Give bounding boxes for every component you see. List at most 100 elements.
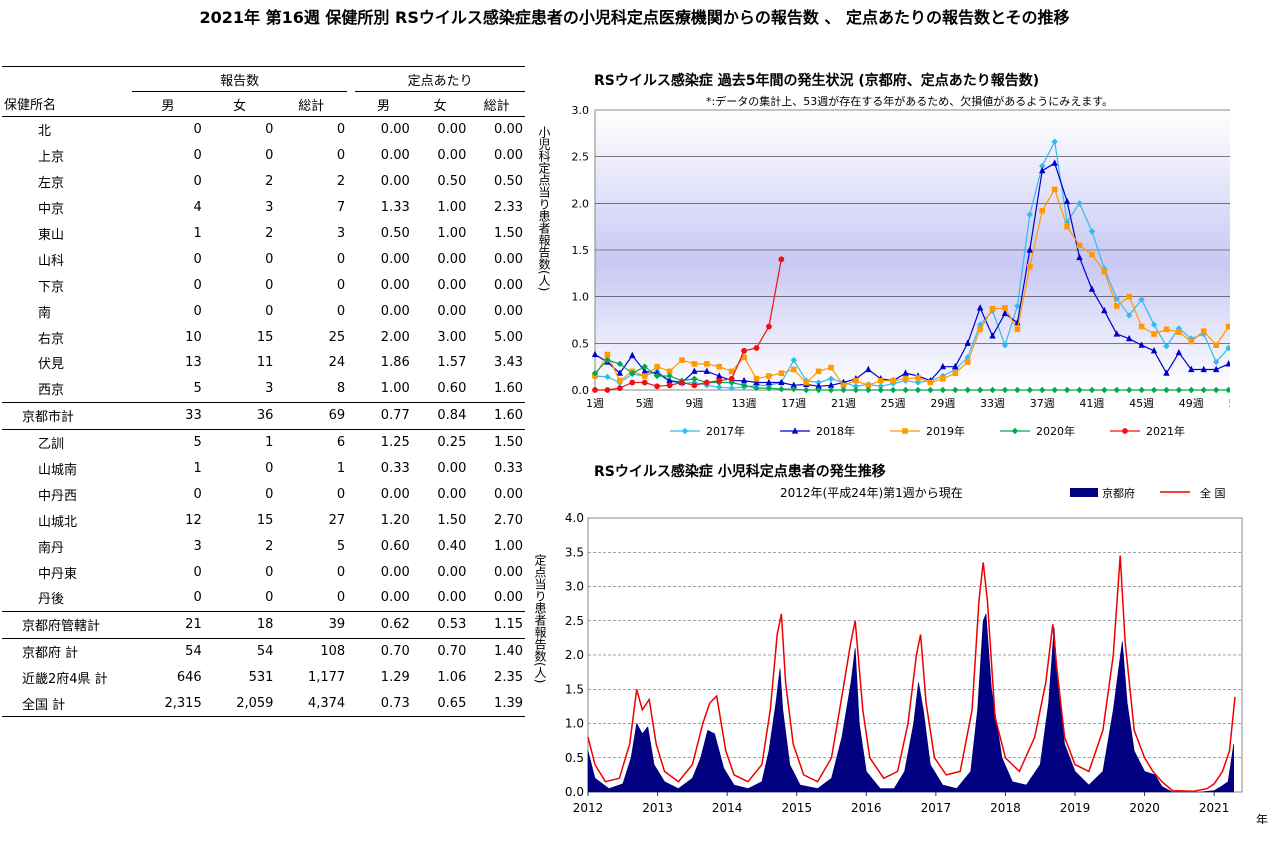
table-row: 山城北 12 15 27 1.20 1.50 2.70 — [2, 507, 525, 533]
row-male: 33 — [132, 401, 204, 430]
chart2-legend-label-kyoto: 京都府 — [1102, 486, 1135, 500]
chart1-point — [617, 377, 623, 384]
table-row: 南 0 0 0 0.00 0.00 0.00 — [2, 298, 525, 324]
chart2-xtick: 2014 — [712, 801, 743, 815]
row-per-total: 1.50 — [494, 226, 523, 241]
row-name: 山科 — [38, 253, 65, 269]
chart1-legend-label: 2019年 — [926, 424, 965, 438]
chart1-point — [902, 428, 908, 434]
chart1-xtick: 13週 — [732, 397, 757, 410]
chart1-point — [1088, 285, 1096, 292]
chart1-point — [1076, 200, 1083, 207]
row-per-male: 1.20 — [380, 512, 410, 528]
row-per-female: 1.50 — [437, 512, 467, 528]
chart1-point — [1212, 365, 1220, 373]
row-per-male: 0.00 — [380, 122, 410, 138]
chart1-point — [877, 377, 884, 384]
chart1-point — [778, 370, 785, 376]
chart1-legend-label: 2021年 — [1146, 424, 1185, 438]
chart1-xtick: 17週 — [781, 397, 806, 410]
row-name: 山城南 — [38, 463, 78, 479]
weekly-line-chart: 0.0 0.5 1.0 1.5 2.0 2.5 3.0 1週 5週 9週 13週 17週 21週 25週 2… — [537, 104, 1230, 438]
row-male: 646 — [176, 670, 202, 686]
chart1-point — [902, 369, 909, 376]
table-row: 山科 0 0 0 0.00 0.00 0.00 — [2, 246, 525, 272]
chart1-point — [828, 364, 834, 371]
row-per-female: 0.00 — [437, 122, 467, 138]
row-total: 0 — [336, 303, 346, 319]
chart1-point — [1014, 386, 1021, 394]
row-per-female: 0.00 — [437, 590, 467, 606]
row-per-total: 0.00 — [494, 122, 523, 138]
chart1-point — [778, 256, 785, 263]
row-per-male: 0.73 — [355, 690, 412, 718]
chart1-point — [1101, 268, 1108, 275]
chart1-legend-label: 2018年 — [816, 424, 855, 438]
chart1-ylabel: 小児科定点当り患者報告数(人) — [537, 126, 551, 292]
chart1-xtick: 21週 — [831, 397, 856, 410]
chart1-point — [716, 363, 723, 370]
row-female: 0 — [265, 461, 274, 477]
table-row: 右京 10 15 25 2.00 3.00 5.00 — [2, 324, 525, 350]
report-table: 報告数 定点あたり 保健所名 男 女 総計 男 女 総計 北 0 0 0 0.00 0.0… — [2, 66, 525, 718]
chart1-point — [1026, 246, 1034, 253]
chart1-xtick: 33週 — [980, 397, 1005, 410]
table-row: 東山 1 2 3 0.50 1.00 1.50 — [2, 221, 525, 247]
chart1-point — [629, 351, 636, 359]
chart1-point — [1126, 293, 1132, 300]
chart2-xtick: 2019 — [1060, 801, 1091, 815]
row-total: 5 — [336, 538, 346, 554]
row-name: 右京 — [38, 331, 65, 347]
row-per-total: 1.15 — [468, 610, 525, 639]
row-male: 1 — [193, 226, 202, 241]
chart1-point — [989, 386, 996, 394]
row-name: 下京 — [38, 279, 65, 295]
chart1-point — [1076, 242, 1083, 249]
row-per-total: 0.00 — [494, 277, 523, 293]
chart1-point — [1063, 197, 1071, 205]
chart1-point — [766, 373, 772, 379]
row-per-male: 0.00 — [380, 590, 410, 606]
chart2-ytick: 3.0 — [565, 580, 584, 594]
chart2-ytick: 1.0 — [565, 717, 584, 731]
row-male: 0 — [193, 148, 202, 164]
chart1-point — [1225, 386, 1230, 394]
chart1-point — [1200, 328, 1207, 334]
row-per-female: 0.53 — [411, 610, 469, 639]
chart1-xtick: 41週 — [1079, 397, 1104, 410]
row-male: 0 — [193, 486, 202, 502]
chart1-point — [1175, 386, 1183, 394]
row-per-female: 0.00 — [437, 251, 467, 267]
chart1-ytick: 0.0 — [572, 384, 590, 397]
chart1-point — [766, 323, 772, 330]
row-female: 3 — [265, 381, 274, 397]
trend-area-chart: 0.0 0.5 1.0 1.5 2.0 2.5 3.0 3.5 4.0 2012 2013 2014 2… — [533, 486, 1268, 824]
row-per-male: 1.33 — [380, 200, 410, 216]
chart1-point — [840, 382, 847, 389]
row-per-male: 0.00 — [380, 148, 410, 164]
chart1-point — [1138, 296, 1145, 303]
chart1-xtick: 45週 — [1129, 397, 1154, 410]
row-name: 西京 — [38, 383, 65, 399]
chart1-point — [815, 368, 822, 375]
chart1-point — [1175, 348, 1183, 356]
chart1-point — [1011, 427, 1019, 435]
table-row: 京都府管轄計 21 18 39 0.62 0.53 1.15 — [2, 610, 525, 639]
chart2-ytick: 4.0 — [565, 511, 584, 525]
chart1-point — [681, 427, 689, 435]
chart1-point — [1002, 305, 1008, 311]
chart1-point — [1151, 331, 1157, 337]
row-total: 3 — [336, 226, 346, 241]
row-name: 京都府 計 — [22, 646, 79, 662]
chart1-ytick: 2.5 — [572, 151, 590, 164]
chart1-point — [604, 356, 611, 364]
row-name: 京都府管轄計 — [2, 610, 132, 639]
row-female: 3 — [265, 200, 274, 216]
chart2-ytick: 1.5 — [565, 682, 584, 696]
row-female: 2,059 — [203, 690, 276, 718]
chart2-legend-swatch-kyoto — [1070, 488, 1098, 497]
chart1-point — [1150, 321, 1158, 328]
row-per-total: 2.33 — [494, 200, 523, 216]
chart1-point — [902, 376, 909, 382]
header-male: 男 — [132, 91, 204, 117]
